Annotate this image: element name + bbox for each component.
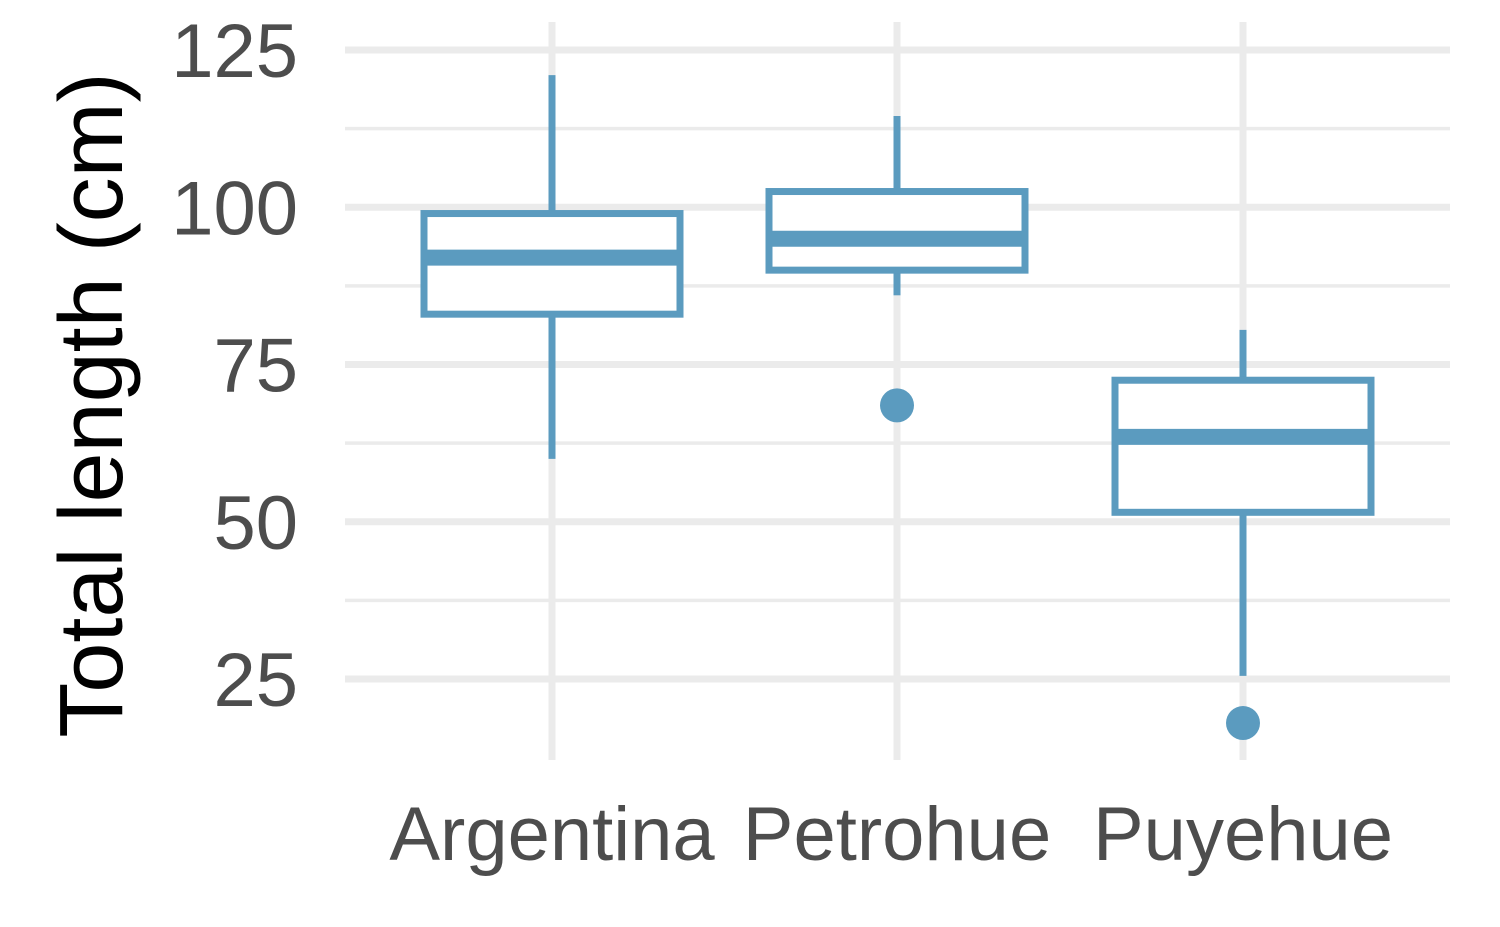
outlier-point [1226, 706, 1260, 741]
boxes [420, 75, 1375, 741]
y-axis-tick-labels: 25 50 75 100 125 [171, 9, 298, 723]
y-tick-label: 50 [213, 481, 298, 566]
x-axis-tick-labels: Argentina Petrohue Puyehue [389, 792, 1393, 877]
x-tick-label: Puyehue [1093, 792, 1393, 877]
box-puyehue [1111, 329, 1375, 741]
box-petrohue [765, 116, 1029, 423]
interquartile-box [1111, 376, 1375, 516]
y-tick-label: 125 [171, 9, 298, 94]
x-tick-label: Petrohue [743, 792, 1051, 877]
y-tick-label: 100 [171, 166, 298, 251]
outlier-point [880, 388, 914, 423]
y-tick-label: 75 [213, 324, 298, 409]
y-tick-label: 25 [213, 638, 298, 723]
box-argentina [420, 75, 684, 459]
x-tick-label: Argentina [389, 792, 715, 877]
y-axis-title: Total length (cm) [42, 72, 142, 737]
